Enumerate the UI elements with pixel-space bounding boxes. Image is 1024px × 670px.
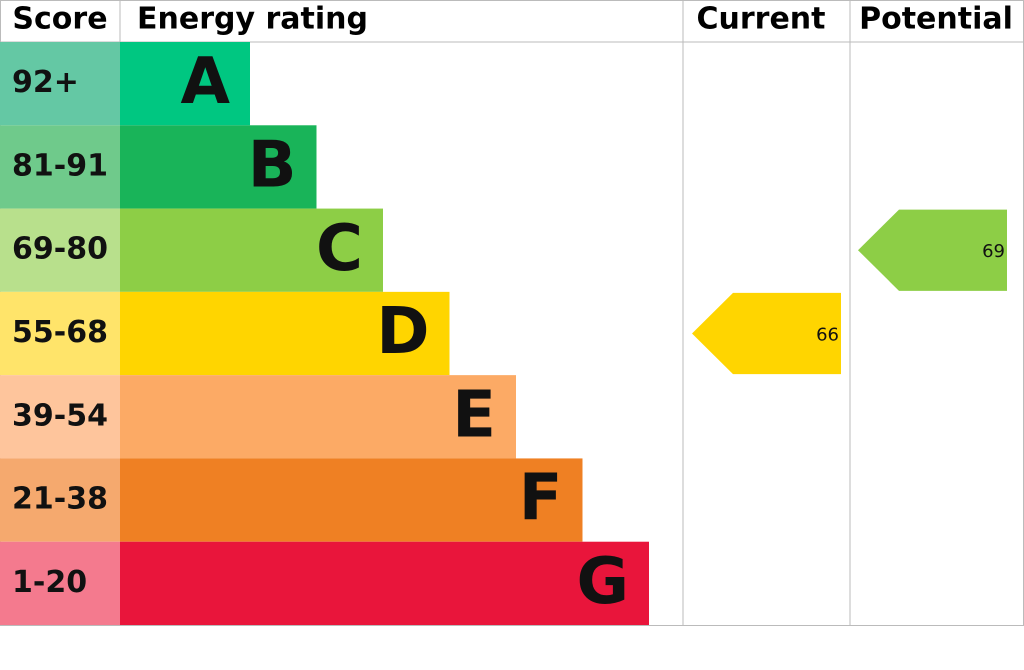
rating-bar <box>120 42 250 126</box>
score-cell <box>0 458 120 542</box>
rating-letter: G <box>576 545 629 619</box>
score-cell <box>0 208 120 292</box>
potential-arrow <box>858 209 1007 291</box>
rating-bar <box>120 125 317 209</box>
score-label: 81-91 <box>12 148 108 183</box>
rating-bar <box>120 291 450 376</box>
score-cell <box>0 125 120 209</box>
rating-bar <box>120 208 383 292</box>
rating-bar <box>120 541 649 625</box>
score-label: 55-68 <box>12 315 108 350</box>
score-cell <box>0 375 120 459</box>
score-cell <box>0 291 120 376</box>
rating-letter: C <box>316 212 363 286</box>
potential-value: 69 <box>982 241 1005 262</box>
score-label: 21-38 <box>12 482 108 517</box>
rating-letter: E <box>452 378 496 452</box>
score-cell <box>0 42 120 126</box>
current-arrow <box>692 292 841 375</box>
score-label: 69-80 <box>12 232 108 267</box>
rating-letter: A <box>180 45 230 119</box>
score-cell <box>0 541 120 625</box>
rating-letter: D <box>376 295 429 369</box>
score-label: 39-54 <box>12 398 108 433</box>
header-current: Current <box>696 2 825 37</box>
score-label: 92+ <box>12 65 79 100</box>
rating-bar <box>120 375 516 459</box>
rating-bar <box>120 458 583 542</box>
header-rating: Energy rating <box>137 2 368 37</box>
header-score: Score <box>12 2 107 37</box>
rating-letter: F <box>519 462 563 536</box>
header-potential: Potential <box>859 2 1013 37</box>
score-label: 1-20 <box>12 565 87 600</box>
current-value: 66 <box>816 325 839 346</box>
rating-letter: B <box>248 129 297 203</box>
